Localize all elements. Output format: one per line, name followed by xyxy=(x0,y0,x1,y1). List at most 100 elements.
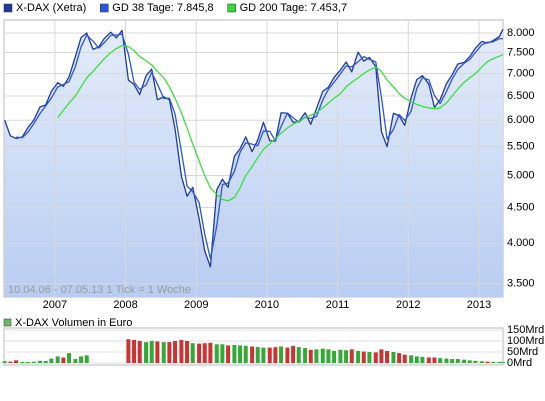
y-tick-label: 6.500 xyxy=(507,90,535,102)
bar xyxy=(155,341,160,363)
bar xyxy=(132,339,137,363)
bar xyxy=(462,359,467,363)
bar xyxy=(38,360,43,363)
bar xyxy=(397,353,402,363)
y-tick-label: 7.500 xyxy=(507,46,535,58)
line-layer xyxy=(2,28,505,363)
y-tick-label: 5.000 xyxy=(507,169,535,181)
bar xyxy=(2,361,7,363)
bar xyxy=(173,341,178,363)
bar xyxy=(149,341,154,363)
y-tick-label: 8.000 xyxy=(507,27,535,39)
bar xyxy=(273,347,278,363)
bar xyxy=(220,344,225,363)
bar xyxy=(385,350,390,363)
bar xyxy=(356,350,361,363)
bar xyxy=(185,341,190,363)
bar xyxy=(338,349,343,363)
bar xyxy=(137,341,142,363)
x-tick-label: 2009 xyxy=(184,299,208,311)
bar xyxy=(261,347,266,363)
bar xyxy=(144,342,149,363)
x-tick-label: 2008 xyxy=(113,299,137,311)
bar xyxy=(479,361,484,363)
x-tick-label: 2010 xyxy=(255,299,279,311)
y-tick-label: 4.500 xyxy=(507,201,535,213)
bar xyxy=(485,361,490,363)
bar xyxy=(67,353,72,363)
bar xyxy=(197,343,202,363)
bar xyxy=(167,342,172,363)
bar xyxy=(208,342,213,363)
bar xyxy=(367,352,372,363)
line xyxy=(15,33,504,260)
bar xyxy=(467,360,472,363)
text-layer: 10.04.06 - 07.05.13 1 Tick = 1 Woche X-D… xyxy=(3,2,544,369)
bar xyxy=(250,346,255,363)
x-tick-label: 2007 xyxy=(43,299,67,311)
bar xyxy=(320,348,325,363)
bar xyxy=(501,362,505,363)
bar xyxy=(126,339,131,363)
bar xyxy=(73,359,78,363)
bar xyxy=(409,355,414,363)
bar xyxy=(473,360,478,363)
y-tick-label: 100Mrd xyxy=(507,335,544,347)
bar xyxy=(79,356,84,363)
bar xyxy=(432,357,437,363)
bar xyxy=(291,345,296,363)
bar xyxy=(8,361,13,363)
bar xyxy=(43,361,48,363)
bar xyxy=(49,358,54,363)
y-tick-label: 150Mrd xyxy=(507,324,544,336)
bar xyxy=(414,356,419,363)
bar xyxy=(420,356,425,363)
bar xyxy=(332,350,337,363)
y-tick-label: 7.000 xyxy=(507,67,535,79)
x-tick-label: 2012 xyxy=(396,299,420,311)
bar xyxy=(243,345,248,363)
bar xyxy=(161,342,166,363)
bar xyxy=(179,339,184,363)
bar xyxy=(344,350,349,363)
bar xyxy=(84,355,89,363)
bar xyxy=(450,359,455,363)
line xyxy=(57,44,504,202)
bar xyxy=(455,359,460,363)
legend-swatch xyxy=(3,318,12,327)
x-tick-label: 2011 xyxy=(326,299,350,311)
bar xyxy=(279,346,284,363)
bar xyxy=(426,357,431,363)
bar xyxy=(214,344,219,363)
bar xyxy=(444,358,449,363)
legend-swatch xyxy=(100,3,109,13)
bar xyxy=(285,347,290,363)
y-tick-label: 50Mrd xyxy=(507,346,538,358)
bar xyxy=(349,349,354,363)
legend-swatch xyxy=(227,3,236,13)
bar xyxy=(379,349,384,363)
x-tick-label: 2013 xyxy=(467,299,491,311)
bar xyxy=(491,361,496,363)
bar xyxy=(20,361,25,363)
bar xyxy=(303,348,308,363)
bar xyxy=(296,347,301,363)
y-tick-label: 4.000 xyxy=(507,237,535,249)
bar xyxy=(226,345,231,363)
annotation: 10.04.06 - 07.05.13 1 Tick = 1 Woche xyxy=(8,284,191,296)
bar xyxy=(402,354,407,363)
bar xyxy=(308,349,313,363)
bar xyxy=(232,344,237,363)
volume-title: X-DAX Volumen in Euro xyxy=(15,317,132,329)
legend-swatch xyxy=(3,3,13,13)
bar xyxy=(314,349,319,363)
bar xyxy=(373,352,378,363)
bar xyxy=(438,358,443,363)
bar xyxy=(26,362,31,363)
legend-label: X-DAX (Xetra) xyxy=(16,2,86,14)
bar xyxy=(361,351,366,363)
legend-label: GD 200 Tage: 7.453,7 xyxy=(240,2,347,14)
y-tick-label: 0Mrd xyxy=(507,357,532,369)
bar xyxy=(14,360,19,363)
